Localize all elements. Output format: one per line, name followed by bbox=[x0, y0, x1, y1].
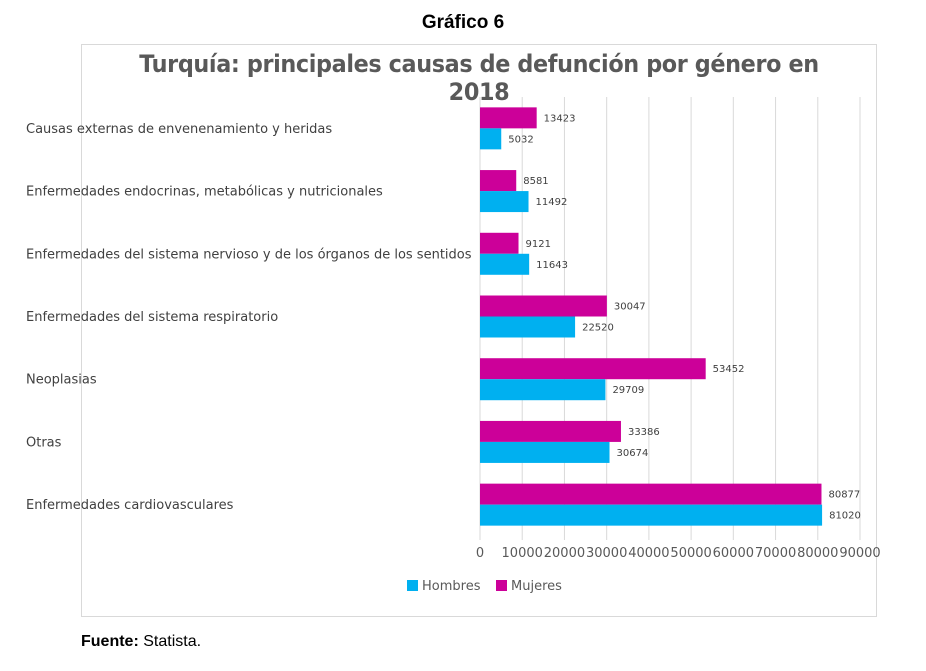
category-label: Enfermedades cardiovasculares bbox=[26, 498, 234, 513]
source-text: Statista. bbox=[138, 633, 202, 650]
legend-label-mujeres: Mujeres bbox=[511, 579, 562, 594]
x-tick-label: 0 bbox=[476, 546, 484, 561]
source-label: Fuente: bbox=[81, 633, 139, 650]
bar-hombres bbox=[480, 441, 610, 463]
category-label: Neoplasias bbox=[26, 373, 97, 388]
x-tick-label: 80000 bbox=[797, 546, 838, 561]
value-label-hombres: 22520 bbox=[582, 323, 614, 334]
value-label-mujeres: 30047 bbox=[614, 302, 646, 313]
value-label-hombres: 5032 bbox=[508, 134, 533, 145]
value-label-hombres: 30674 bbox=[617, 448, 649, 459]
legend: Hombres Mujeres bbox=[407, 579, 562, 594]
value-label-mujeres: 8581 bbox=[523, 176, 548, 187]
value-label-hombres: 11492 bbox=[536, 197, 568, 208]
category-labels: Causas externas de envenenamiento y heri… bbox=[26, 122, 472, 513]
chart-title: Turquía: principales causas de defunción… bbox=[139, 50, 819, 106]
bar-hombres bbox=[480, 191, 529, 213]
x-tick-label: 70000 bbox=[755, 546, 796, 561]
bar-mujeres bbox=[480, 107, 537, 129]
category-label: Enfermedades del sistema nervioso y de l… bbox=[26, 247, 472, 262]
bar-hombres bbox=[480, 504, 823, 526]
value-label-hombres: 81020 bbox=[829, 511, 861, 522]
value-label-mujeres: 13423 bbox=[544, 113, 576, 124]
legend-swatch-mujeres bbox=[496, 580, 507, 591]
value-label-mujeres: 9121 bbox=[526, 239, 551, 250]
x-tick-label: 60000 bbox=[713, 546, 754, 561]
bar-mujeres bbox=[480, 232, 519, 254]
bar-hombres bbox=[480, 379, 606, 401]
category-label: Enfermedades del sistema respiratorio bbox=[26, 310, 278, 325]
bar-hombres bbox=[480, 316, 576, 338]
bars bbox=[480, 107, 823, 526]
figure-label: Gráfico 6 bbox=[421, 12, 505, 33]
x-tick-label: 10000 bbox=[502, 546, 543, 561]
category-label: Causas externas de envenenamiento y heri… bbox=[26, 122, 332, 137]
bar-mujeres bbox=[480, 420, 621, 442]
bar-mujeres bbox=[480, 295, 607, 317]
bar-mujeres bbox=[480, 170, 517, 192]
value-label-hombres: 29709 bbox=[612, 385, 644, 396]
x-tick-label: 20000 bbox=[544, 546, 585, 561]
value-label-mujeres: 33386 bbox=[628, 427, 660, 438]
bar-mujeres bbox=[480, 358, 706, 380]
x-axis-ticks: 0 10000 20000 30000 40000 50000 60000 70000 8000… bbox=[476, 546, 881, 561]
bar-hombres bbox=[480, 128, 502, 150]
category-label: Enfermedades endocrinas, metabólicas y n… bbox=[26, 185, 383, 200]
bar-mujeres bbox=[480, 483, 822, 505]
value-label-hombres: 11643 bbox=[536, 260, 568, 271]
x-tick-label: 40000 bbox=[628, 546, 669, 561]
value-label-mujeres: 80877 bbox=[828, 490, 860, 501]
source-note: Fuente: Statista. bbox=[81, 633, 201, 651]
legend-swatch-hombres bbox=[407, 580, 418, 591]
x-tick-label: 30000 bbox=[586, 546, 627, 561]
x-tick-label: 50000 bbox=[670, 546, 711, 561]
x-tick-label: 90000 bbox=[839, 546, 880, 561]
bar-hombres bbox=[480, 253, 530, 275]
category-label: Otras bbox=[26, 435, 62, 450]
value-label-mujeres: 53452 bbox=[713, 364, 745, 375]
legend-label-hombres: Hombres bbox=[422, 579, 481, 594]
